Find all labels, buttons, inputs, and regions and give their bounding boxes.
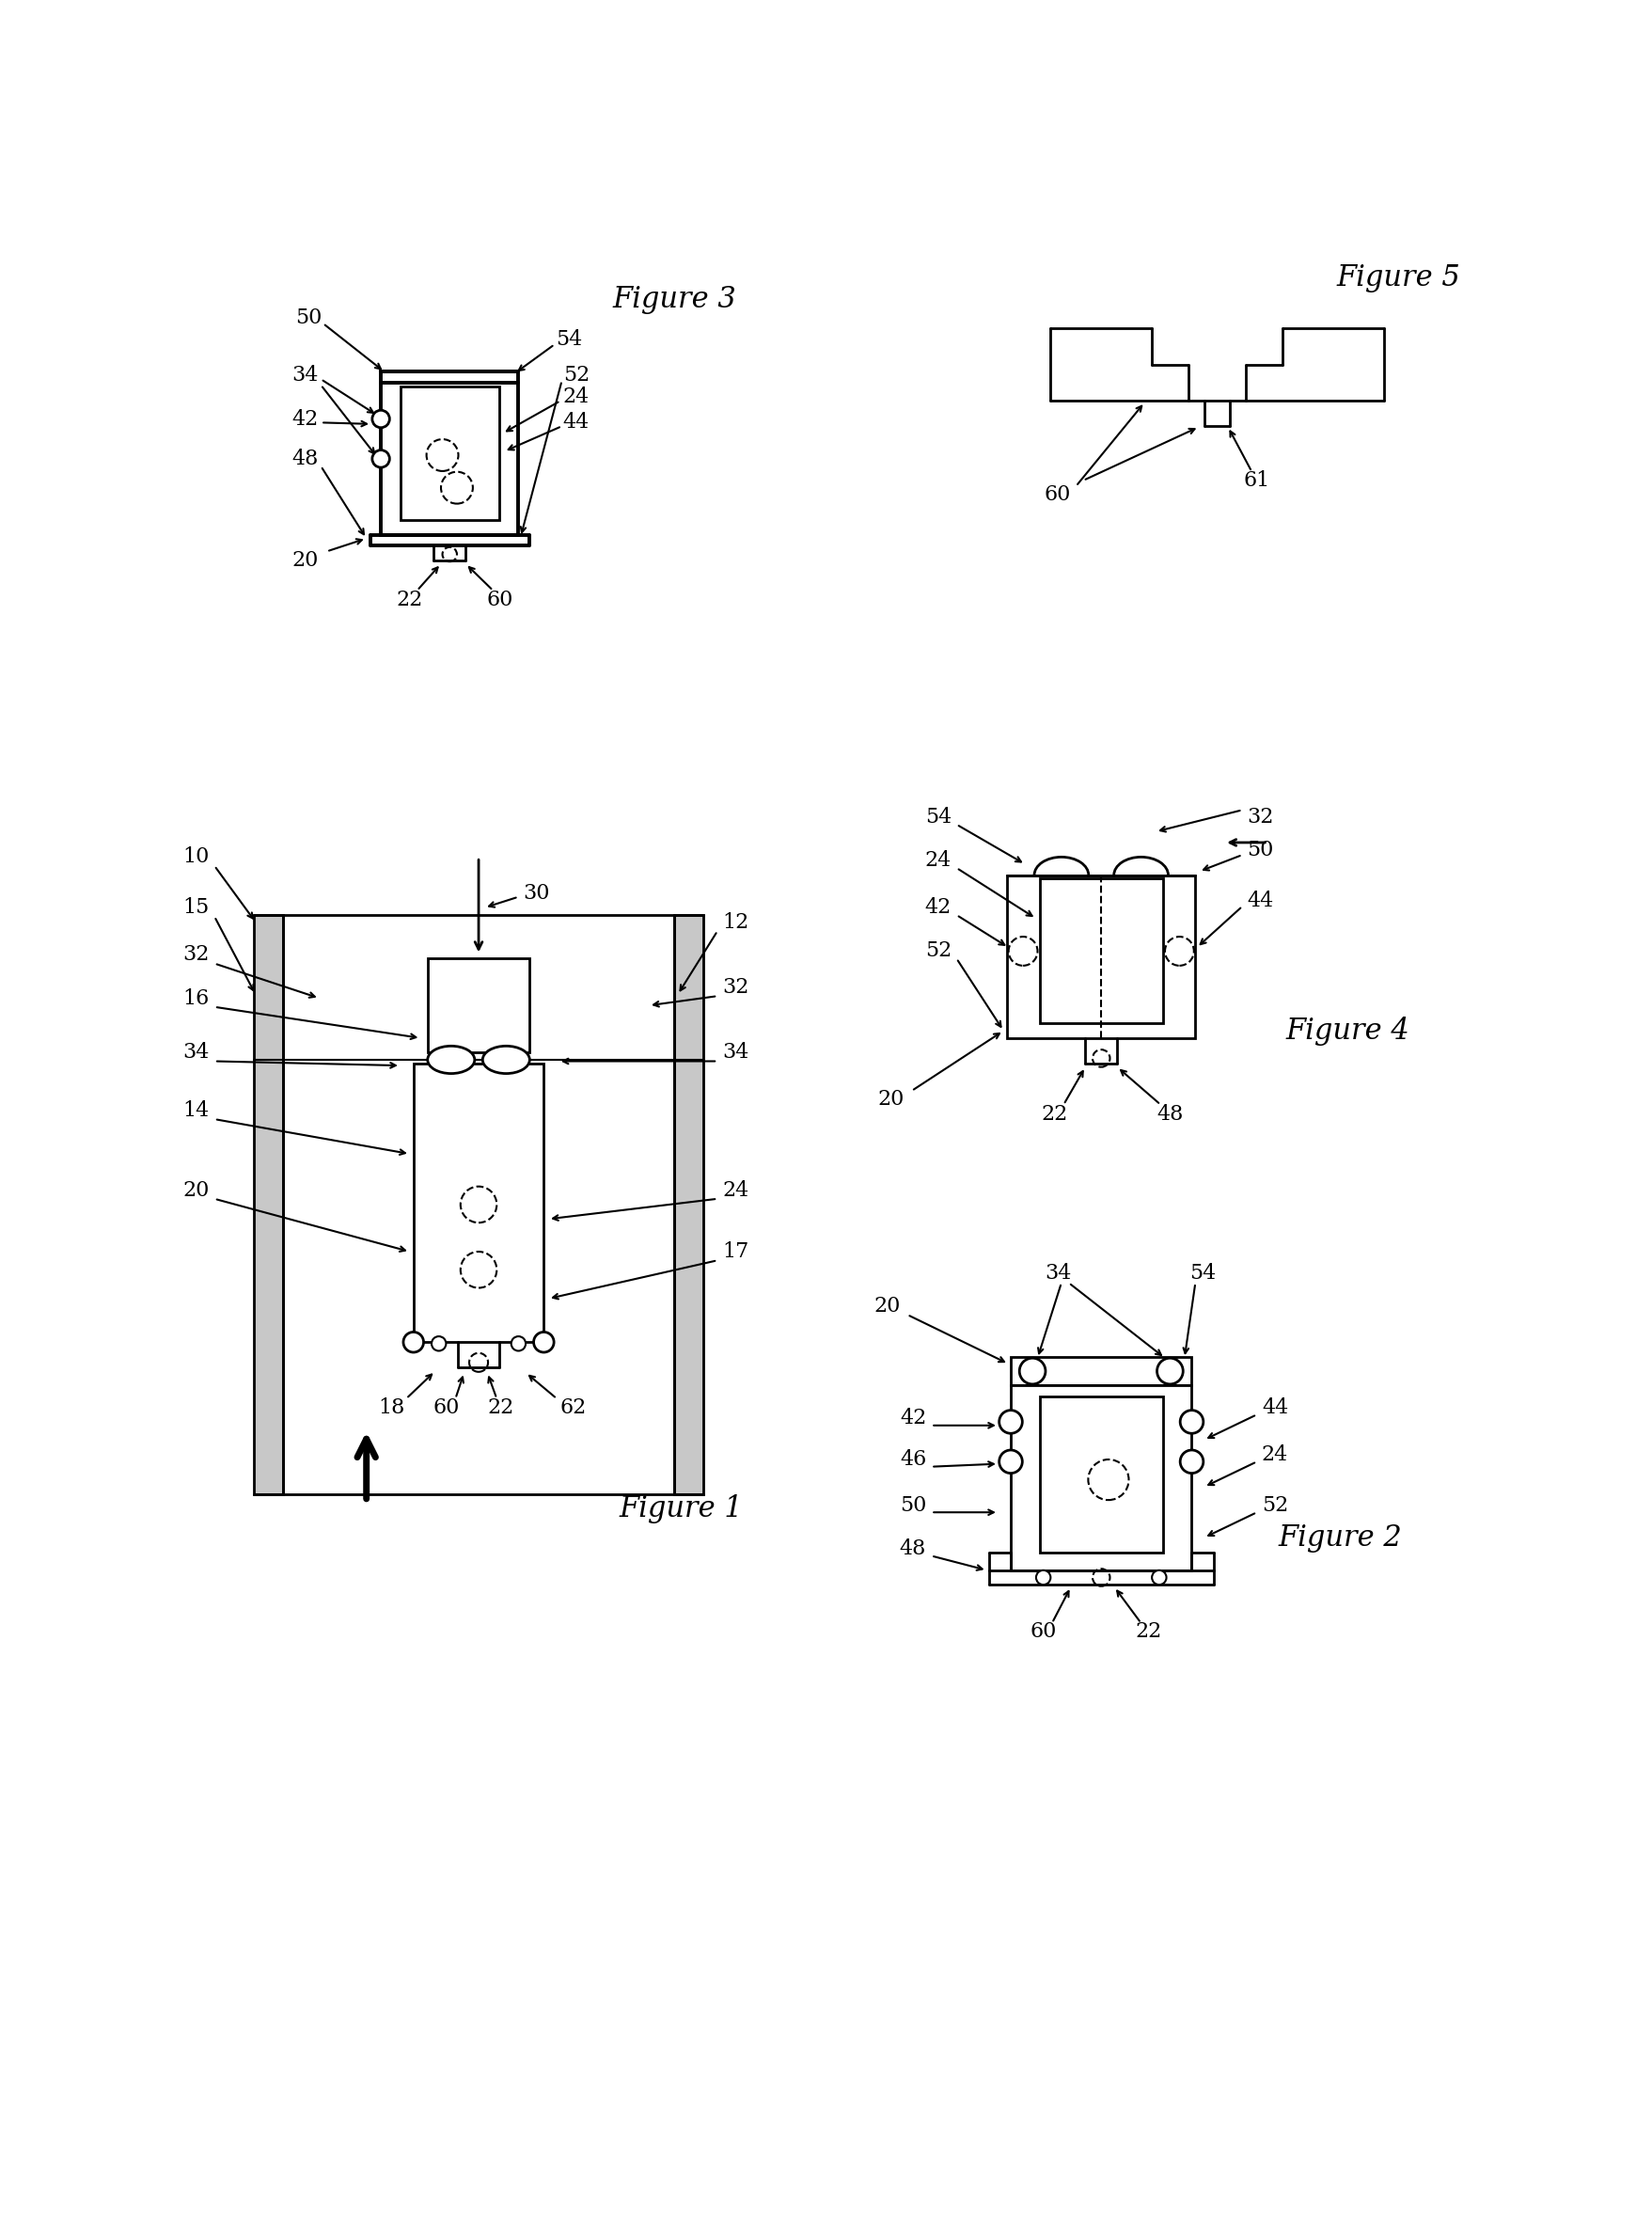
Text: 22: 22 xyxy=(1041,1103,1067,1125)
Text: 46: 46 xyxy=(899,1450,925,1470)
Circle shape xyxy=(998,1450,1021,1472)
Circle shape xyxy=(998,1410,1021,1434)
Bar xyxy=(428,959,529,1052)
Text: 48: 48 xyxy=(291,449,319,469)
Text: 24: 24 xyxy=(925,850,952,872)
Text: 44: 44 xyxy=(1260,1397,1287,1417)
Text: 32: 32 xyxy=(183,945,210,965)
Text: 34: 34 xyxy=(183,1043,210,1063)
Text: Figure 1: Figure 1 xyxy=(620,1495,743,1523)
Text: 20: 20 xyxy=(877,1090,904,1110)
Bar xyxy=(1039,1397,1161,1552)
Text: 20: 20 xyxy=(874,1297,900,1317)
Text: 22: 22 xyxy=(396,589,423,609)
Circle shape xyxy=(403,1332,423,1352)
Text: 20: 20 xyxy=(183,1179,210,1201)
Text: 60: 60 xyxy=(1044,485,1070,505)
Text: Figure 4: Figure 4 xyxy=(1285,1016,1409,1045)
Circle shape xyxy=(431,1337,446,1350)
Text: 44: 44 xyxy=(563,411,590,434)
Circle shape xyxy=(372,449,390,467)
Text: 24: 24 xyxy=(563,387,590,407)
Bar xyxy=(400,387,499,520)
Text: 34: 34 xyxy=(722,1043,748,1063)
Ellipse shape xyxy=(482,1045,529,1074)
Text: 22: 22 xyxy=(1135,1621,1161,1641)
Text: Figure 5: Figure 5 xyxy=(1335,262,1459,291)
Text: 15: 15 xyxy=(183,896,210,919)
Bar xyxy=(1039,878,1161,1023)
Text: 50: 50 xyxy=(296,307,322,327)
Text: Figure 3: Figure 3 xyxy=(611,285,735,314)
Bar xyxy=(254,914,282,1495)
Text: 44: 44 xyxy=(1247,890,1274,912)
Text: 60: 60 xyxy=(487,589,514,609)
Text: Figure 2: Figure 2 xyxy=(1277,1523,1401,1552)
Text: 42: 42 xyxy=(925,896,952,919)
Circle shape xyxy=(372,409,390,427)
Text: 52: 52 xyxy=(925,941,952,961)
Ellipse shape xyxy=(428,1045,474,1074)
Text: 18: 18 xyxy=(378,1397,405,1417)
Text: 50: 50 xyxy=(1247,838,1274,861)
Circle shape xyxy=(1036,1570,1051,1586)
Circle shape xyxy=(510,1337,525,1350)
Text: 34: 34 xyxy=(1044,1263,1070,1283)
Text: 60: 60 xyxy=(433,1397,459,1417)
Text: 42: 42 xyxy=(291,409,317,429)
Bar xyxy=(413,1063,544,1341)
Text: 24: 24 xyxy=(1260,1443,1287,1466)
Text: 54: 54 xyxy=(1189,1263,1216,1283)
Bar xyxy=(1009,1357,1191,1386)
Text: 60: 60 xyxy=(1029,1621,1056,1641)
Text: 10: 10 xyxy=(183,847,210,867)
Text: 34: 34 xyxy=(291,365,319,385)
Circle shape xyxy=(1156,1359,1183,1383)
Bar xyxy=(1006,874,1194,1039)
Text: 50: 50 xyxy=(899,1495,925,1515)
Text: 12: 12 xyxy=(722,912,748,932)
Text: 42: 42 xyxy=(899,1408,925,1428)
Circle shape xyxy=(1019,1359,1046,1383)
Text: 48: 48 xyxy=(1156,1103,1183,1125)
Text: 24: 24 xyxy=(722,1179,748,1201)
Text: 32: 32 xyxy=(1247,807,1274,827)
Text: 54: 54 xyxy=(925,807,952,827)
Text: 52: 52 xyxy=(1260,1495,1287,1515)
Circle shape xyxy=(1151,1570,1166,1586)
Text: 14: 14 xyxy=(183,1101,210,1121)
Text: 61: 61 xyxy=(1242,469,1269,492)
Text: 62: 62 xyxy=(558,1397,586,1417)
Text: 20: 20 xyxy=(291,549,319,572)
Text: 30: 30 xyxy=(522,883,550,903)
Circle shape xyxy=(1180,1410,1203,1434)
Bar xyxy=(1009,1386,1191,1570)
Text: 17: 17 xyxy=(722,1241,748,1261)
Bar xyxy=(674,914,702,1495)
Circle shape xyxy=(1180,1450,1203,1472)
Text: 32: 32 xyxy=(722,976,748,999)
Text: 54: 54 xyxy=(555,329,582,349)
Text: 48: 48 xyxy=(899,1539,925,1559)
Text: 52: 52 xyxy=(563,365,590,385)
Circle shape xyxy=(534,1332,553,1352)
Text: 16: 16 xyxy=(183,987,210,1007)
Text: 22: 22 xyxy=(487,1397,514,1417)
Bar xyxy=(380,371,519,534)
